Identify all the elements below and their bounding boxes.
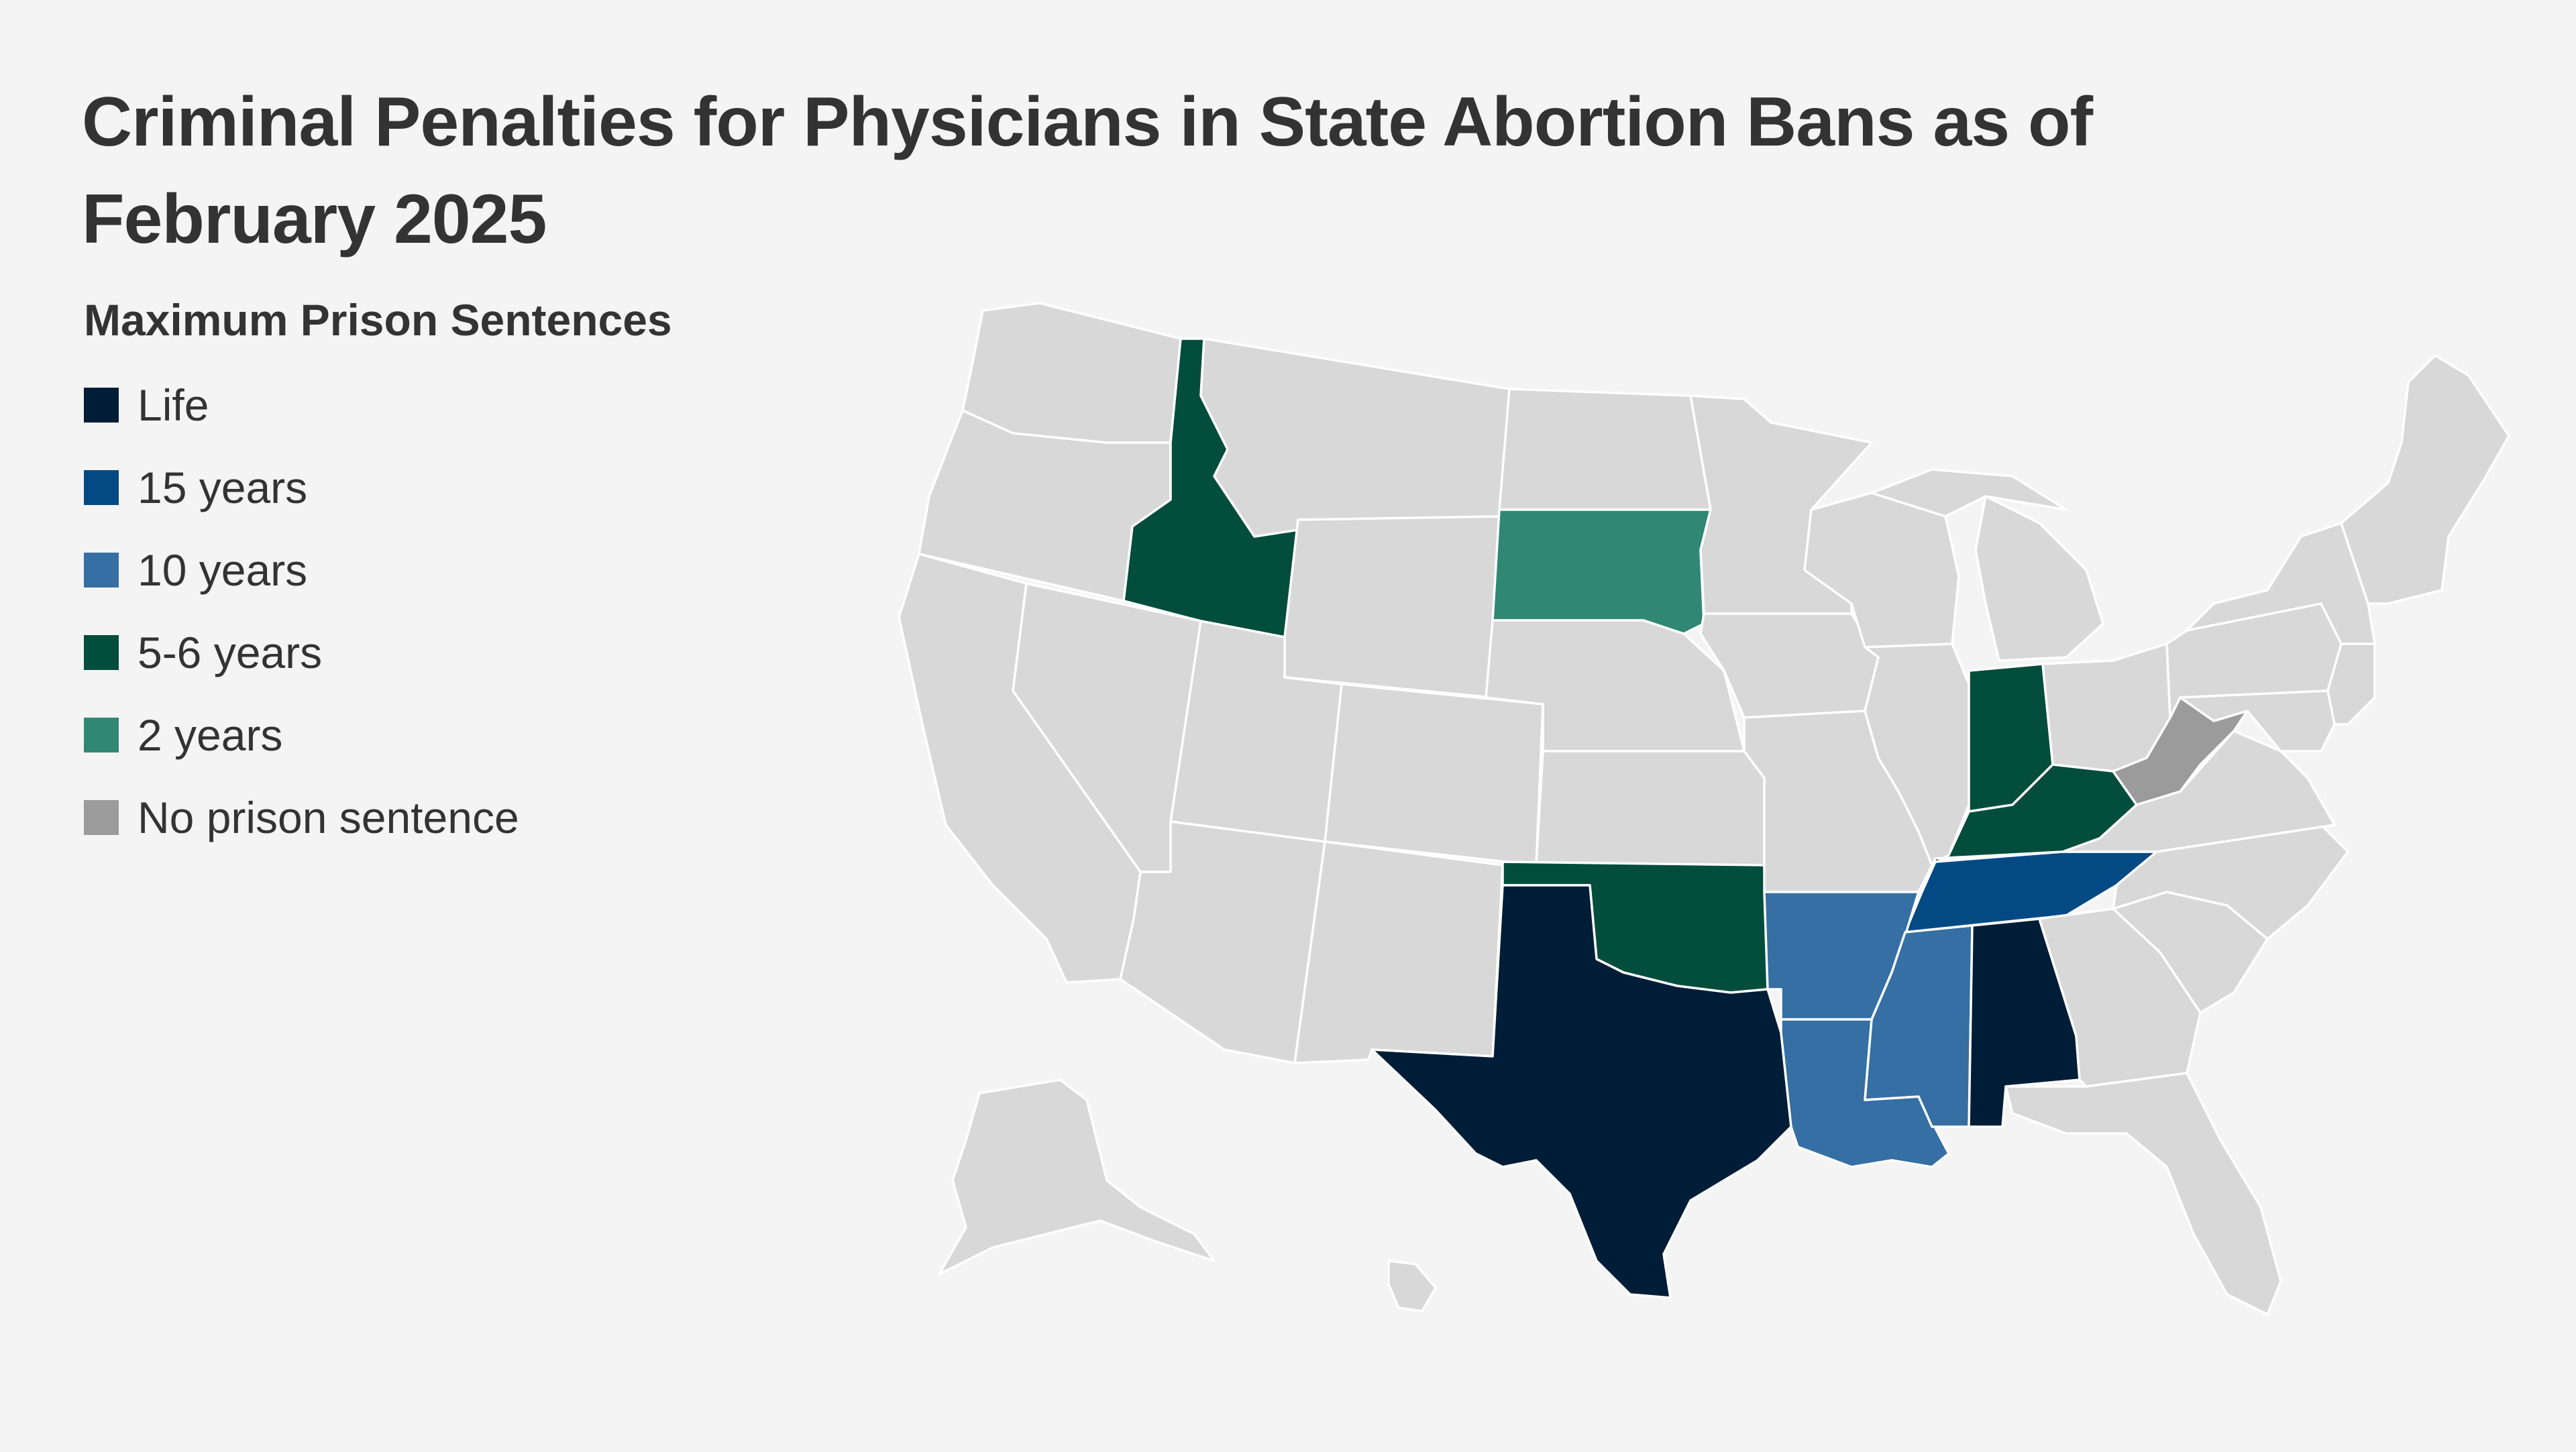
legend-item-2-years: 2 years [84,693,672,776]
state-alaska[interactable] [938,1078,1216,1276]
state-washington[interactable] [961,302,1182,444]
state-montana[interactable] [1199,337,1511,538]
legend-label-no-prison: No prison sentence [138,792,519,842]
state-new-mexico[interactable] [1293,840,1504,1064]
state-michigan[interactable] [1974,495,2104,662]
state-kansas[interactable] [1535,750,1766,867]
legend-swatch-life [84,387,119,423]
legend-swatch-15-years [84,469,119,505]
state-north-dakota[interactable] [1498,388,1712,511]
legend-label-2-years: 2 years [138,710,283,760]
state-texas[interactable] [1371,884,1792,1299]
legend-item-life: Life [84,364,672,446]
legend-swatch-no-prison [84,799,119,835]
map-title: Criminal Penalties for Physicians in Sta… [82,83,2093,258]
state-illinois[interactable] [1864,643,1970,867]
legend-item-15-years: 15 years [84,446,672,528]
state-south-dakota[interactable] [1491,508,1712,635]
legend-item-no-prison: No prison sentence [84,776,672,858]
legend-label-life: Life [138,380,209,430]
state-michigan-up[interactable] [1870,468,2068,518]
legend-label-15-years: 15 years [138,462,308,512]
legend-label-10-years: 10 years [138,545,308,595]
legend-item-5-6-years: 5-6 years [84,611,672,693]
legend-swatch-5-6-years [84,634,119,670]
legend-title: Maximum Prison Sentences [84,295,672,345]
legend-label-5-6-years: 5-6 years [138,627,323,677]
state-florida[interactable] [2004,1072,2282,1316]
legend: Maximum Prison Sentences Life 15 years 1… [84,290,672,858]
state-colorado[interactable] [1324,683,1544,867]
state-new-england[interactable] [2340,354,2510,605]
legend-item-10-years: 10 years [84,528,672,611]
state-new-jersey[interactable] [2326,643,2376,726]
legend-swatch-10-years [84,552,119,588]
state-wyoming[interactable] [1283,515,1501,699]
legend-swatch-2-years [84,717,119,752]
state-hawaii[interactable] [1387,1260,1437,1313]
